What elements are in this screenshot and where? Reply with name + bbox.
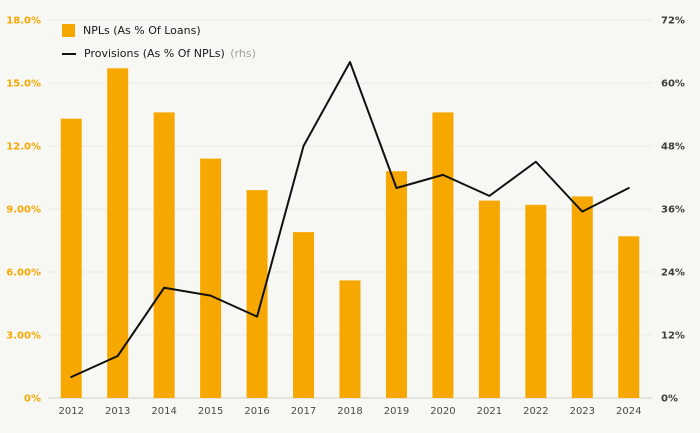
right-axis-tick-label: 72%	[661, 16, 685, 27]
x-axis-label: 2023	[570, 406, 595, 417]
npl-bar	[153, 112, 175, 399]
right-axis-tick-label: 48%	[661, 142, 685, 153]
npl-bar	[107, 68, 129, 399]
x-axis-label: 2013	[105, 406, 130, 417]
npl-bar	[293, 232, 315, 398]
right-axis-tick-label: 60%	[661, 79, 685, 90]
left-axis-tick-label: 3.00%	[6, 331, 41, 342]
right-axis-tick-label: 0%	[661, 394, 678, 405]
npl-bar	[571, 196, 593, 398]
provisions-line-swatch-icon	[62, 52, 76, 55]
x-axis-label: 2018	[337, 406, 362, 417]
x-axis-label: 2014	[151, 406, 176, 417]
npl-bar	[246, 190, 268, 398]
provisions-line	[70, 61, 630, 378]
npl-bar	[385, 171, 407, 398]
npl-bar	[432, 112, 454, 399]
left-axis-tick-label: 9.00%	[6, 205, 41, 216]
legend-label-provisions: Provisions (As % Of NPLs)	[84, 47, 225, 60]
npl-bar	[525, 204, 547, 398]
legend-label-npls: NPLs (As % Of Loans)	[83, 24, 201, 37]
left-axis-tick-label: 15.0%	[6, 79, 41, 90]
left-axis-tick-label: 6.00%	[6, 268, 41, 279]
legend-item-provisions: Provisions (As % Of NPLs) (rhs)	[62, 47, 256, 60]
x-axis-label: 2015	[198, 406, 223, 417]
npl-bar	[478, 200, 500, 398]
left-axis-tick-label: 0%	[24, 394, 41, 405]
npl-bar	[339, 280, 361, 398]
x-axis-label: 2016	[244, 406, 269, 417]
x-axis-label: 2022	[523, 406, 548, 417]
left-axis-tick-label: 12.0%	[6, 142, 41, 153]
legend-item-npls: NPLs (As % Of Loans)	[62, 24, 256, 37]
x-axis-label: 2017	[291, 406, 316, 417]
legend-rhs-suffix: (rhs)	[230, 47, 256, 60]
npl-bar-swatch-icon	[62, 24, 75, 37]
x-axis-label: 2024	[616, 406, 641, 417]
npl-bar	[60, 118, 82, 398]
right-axis-tick-label: 12%	[661, 331, 685, 342]
npl-bar	[618, 236, 640, 398]
x-axis-label: 2012	[59, 406, 84, 417]
right-axis-tick-label: 24%	[661, 268, 685, 279]
chart-legend: NPLs (As % Of Loans) Provisions (As % Of…	[62, 24, 256, 60]
npl-bar	[200, 158, 222, 398]
left-axis-tick-label: 18.0%	[6, 16, 41, 27]
x-axis-label: 2020	[430, 406, 455, 417]
right-axis-tick-label: 36%	[661, 205, 685, 216]
x-axis-label: 2019	[384, 406, 409, 417]
x-axis-label: 2021	[477, 406, 502, 417]
